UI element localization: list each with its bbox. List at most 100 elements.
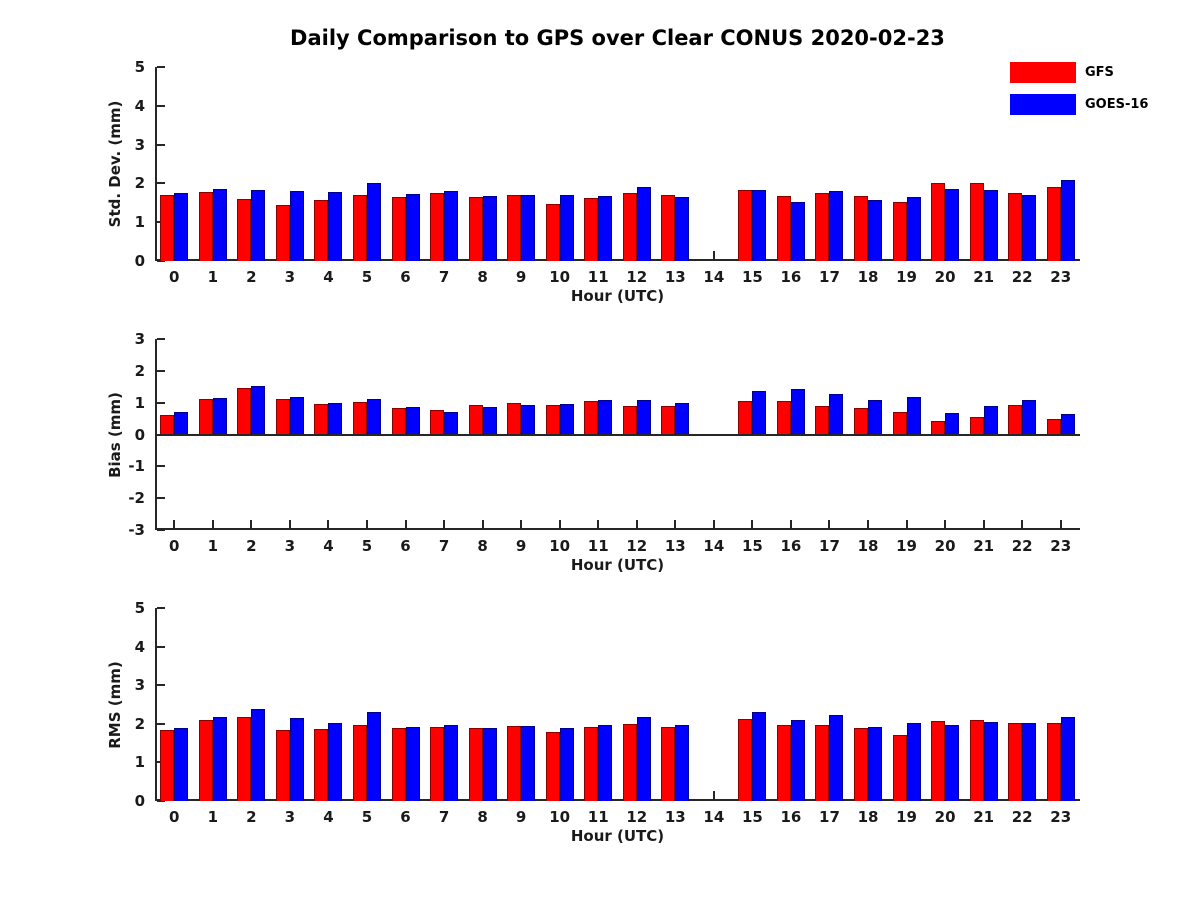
bar-gfs-hour-17 bbox=[815, 724, 830, 801]
bar-gfs-hour-17 bbox=[815, 406, 830, 435]
bar-goes-16-hour-4 bbox=[328, 403, 343, 435]
bar-goes-16-hour-16 bbox=[790, 719, 805, 801]
x-tick-label: 14 bbox=[703, 808, 725, 826]
bar-gfs-hour-22 bbox=[1008, 404, 1023, 435]
x-tick-label: 15 bbox=[741, 268, 763, 286]
bar-gfs-hour-0 bbox=[160, 195, 175, 261]
x-tick-label: 3 bbox=[284, 808, 296, 826]
bar-gfs-hour-18 bbox=[854, 728, 869, 801]
x-tick-label: 18 bbox=[857, 268, 879, 286]
x-tick-label: 1 bbox=[207, 537, 219, 555]
bar-gfs-hour-8 bbox=[468, 196, 483, 261]
bar-goes-16-hour-3 bbox=[289, 396, 304, 435]
bar-goes-16-hour-4 bbox=[328, 191, 343, 261]
bar-gfs-hour-23 bbox=[1046, 186, 1061, 261]
y-tick-mark bbox=[157, 338, 165, 340]
x-tick-mark bbox=[828, 520, 831, 528]
x-tick-label: 6 bbox=[400, 268, 411, 286]
bar-gfs-hour-19 bbox=[892, 411, 907, 435]
bar-goes-16-hour-21 bbox=[983, 190, 998, 261]
bar-goes-16-hour-23 bbox=[1060, 414, 1075, 435]
bar-gfs-hour-7 bbox=[430, 409, 445, 435]
bar-gfs-hour-11 bbox=[584, 401, 599, 435]
y-tick-mark bbox=[157, 497, 165, 500]
bar-goes-16-hour-6 bbox=[405, 727, 420, 801]
bar-goes-16-hour-1 bbox=[212, 189, 227, 261]
x-tick-label: 4 bbox=[323, 808, 334, 826]
bar-gfs-hour-12 bbox=[622, 193, 637, 261]
y-tick-mark bbox=[157, 722, 165, 725]
bar-goes-16-hour-18 bbox=[868, 727, 883, 801]
x-tick-label: 10 bbox=[549, 808, 571, 826]
bar-goes-16-hour-10 bbox=[559, 727, 574, 801]
y-tick-label: -3 bbox=[128, 521, 145, 539]
x-tick-label: 4 bbox=[323, 537, 334, 555]
bar-gfs-hour-21 bbox=[969, 416, 984, 435]
y-tick-label: 2 bbox=[134, 361, 145, 380]
x-tick-label: 5 bbox=[361, 808, 373, 826]
x-tick-label: 23 bbox=[1050, 808, 1072, 826]
x-tick-label: 19 bbox=[896, 808, 917, 826]
bar-gfs-hour-4 bbox=[314, 728, 329, 801]
x-tick-mark bbox=[712, 791, 715, 799]
x-tick-mark bbox=[443, 520, 446, 528]
bar-goes-16-hour-3 bbox=[289, 718, 304, 801]
x-tick-mark bbox=[520, 520, 523, 528]
x-tick-label: 2 bbox=[246, 808, 257, 826]
bar-goes-16-hour-22 bbox=[1022, 195, 1037, 261]
bar-gfs-hour-15 bbox=[738, 718, 753, 801]
bar-goes-16-hour-7 bbox=[444, 411, 459, 435]
bar-gfs-hour-13 bbox=[661, 195, 676, 261]
x-tick-label: 4 bbox=[323, 268, 334, 286]
bar-goes-16-hour-6 bbox=[405, 194, 420, 261]
bar-goes-16-hour-9 bbox=[521, 195, 536, 261]
plot-area-rms bbox=[155, 608, 1080, 801]
y-tick-label: 5 bbox=[134, 58, 145, 76]
bar-gfs-hour-6 bbox=[391, 728, 406, 801]
x-tick-label: 22 bbox=[1011, 808, 1033, 826]
x-tick-label: 6 bbox=[400, 537, 411, 555]
y-tick-label: 2 bbox=[134, 714, 145, 733]
y-tick-label: 3 bbox=[134, 676, 145, 695]
x-tick-label: 23 bbox=[1050, 537, 1072, 555]
bar-gfs-hour-0 bbox=[160, 729, 175, 801]
x-tick-mark bbox=[712, 520, 715, 528]
bar-goes-16-hour-17 bbox=[829, 714, 844, 801]
legend-item-goes16: GOES-16 bbox=[1010, 94, 1148, 115]
bar-gfs-hour-20 bbox=[931, 720, 946, 801]
bar-goes-16-hour-23 bbox=[1060, 716, 1075, 801]
bar-gfs-hour-0 bbox=[160, 414, 175, 435]
bar-goes-16-hour-8 bbox=[482, 728, 497, 801]
x-tick-label: 2 bbox=[246, 268, 257, 286]
x-tick-mark bbox=[250, 520, 253, 528]
bar-gfs-hour-3 bbox=[275, 204, 290, 261]
bar-gfs-hour-15 bbox=[738, 189, 753, 261]
x-tick-label: 0 bbox=[169, 537, 180, 555]
legend-swatch-goes16 bbox=[1010, 94, 1076, 115]
bar-gfs-hour-23 bbox=[1046, 723, 1061, 801]
x-tick-label: 17 bbox=[819, 537, 840, 555]
bar-goes-16-hour-11 bbox=[598, 195, 613, 261]
bar-gfs-hour-4 bbox=[314, 200, 329, 261]
x-tick-mark bbox=[944, 520, 947, 528]
bar-goes-16-hour-23 bbox=[1060, 180, 1075, 261]
bar-gfs-hour-6 bbox=[391, 408, 406, 435]
bar-goes-16-hour-15 bbox=[752, 390, 767, 435]
bar-goes-16-hour-18 bbox=[868, 199, 883, 261]
y-tick-label: 3 bbox=[134, 135, 145, 154]
bar-goes-16-hour-1 bbox=[212, 397, 227, 435]
y-tick-mark bbox=[157, 645, 165, 648]
x-tick-mark bbox=[635, 520, 638, 528]
y-tick-mark bbox=[157, 143, 165, 146]
y-tick-mark bbox=[157, 529, 165, 531]
x-tick-label: 21 bbox=[973, 808, 995, 826]
x-tick-label: 7 bbox=[438, 537, 450, 555]
bar-gfs-hour-2 bbox=[237, 388, 252, 435]
bar-gfs-hour-12 bbox=[622, 723, 637, 801]
bar-goes-16-hour-16 bbox=[790, 389, 805, 435]
bar-goes-16-hour-15 bbox=[752, 711, 767, 801]
x-tick-label: 14 bbox=[703, 268, 725, 286]
bar-gfs-hour-7 bbox=[430, 192, 445, 261]
x-tick-label: 2 bbox=[246, 537, 257, 555]
